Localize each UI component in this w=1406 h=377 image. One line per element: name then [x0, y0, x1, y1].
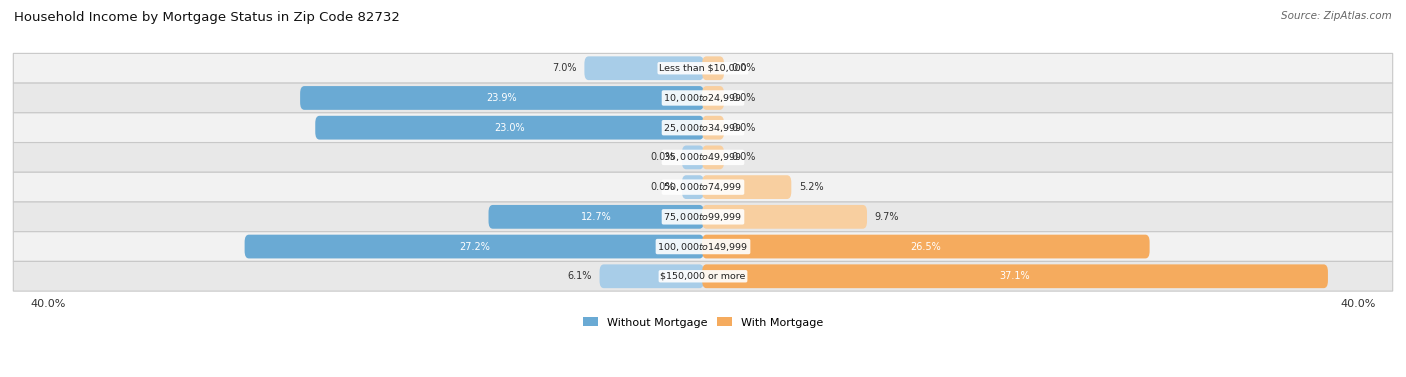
Text: 6.1%: 6.1%	[568, 271, 592, 281]
Text: 0.0%: 0.0%	[731, 93, 756, 103]
FancyBboxPatch shape	[245, 234, 704, 259]
Text: 23.0%: 23.0%	[495, 123, 524, 133]
Text: 23.9%: 23.9%	[486, 93, 517, 103]
FancyBboxPatch shape	[315, 116, 704, 139]
Text: 9.7%: 9.7%	[875, 212, 898, 222]
FancyBboxPatch shape	[488, 205, 704, 229]
Text: $35,000 to $49,999: $35,000 to $49,999	[664, 152, 742, 163]
FancyBboxPatch shape	[682, 146, 704, 169]
FancyBboxPatch shape	[702, 146, 724, 169]
FancyBboxPatch shape	[702, 205, 868, 229]
Text: 7.0%: 7.0%	[553, 63, 576, 73]
Text: 0.0%: 0.0%	[731, 63, 756, 73]
FancyBboxPatch shape	[13, 202, 1393, 232]
Text: $150,000 or more: $150,000 or more	[661, 272, 745, 281]
FancyBboxPatch shape	[13, 113, 1393, 143]
Text: 27.2%: 27.2%	[458, 242, 489, 251]
FancyBboxPatch shape	[702, 56, 724, 80]
Legend: Without Mortgage, With Mortgage: Without Mortgage, With Mortgage	[578, 313, 828, 332]
FancyBboxPatch shape	[13, 54, 1393, 83]
Text: $100,000 to $149,999: $100,000 to $149,999	[658, 241, 748, 253]
Text: $25,000 to $34,999: $25,000 to $34,999	[664, 122, 742, 134]
Text: 40.0%: 40.0%	[30, 299, 66, 308]
FancyBboxPatch shape	[702, 264, 1327, 288]
Text: 26.5%: 26.5%	[911, 242, 941, 251]
Text: Household Income by Mortgage Status in Zip Code 82732: Household Income by Mortgage Status in Z…	[14, 11, 399, 24]
FancyBboxPatch shape	[702, 234, 1150, 259]
FancyBboxPatch shape	[299, 86, 704, 110]
FancyBboxPatch shape	[702, 175, 792, 199]
FancyBboxPatch shape	[13, 172, 1393, 202]
FancyBboxPatch shape	[682, 175, 704, 199]
Text: 0.0%: 0.0%	[650, 152, 675, 162]
FancyBboxPatch shape	[599, 264, 704, 288]
FancyBboxPatch shape	[702, 116, 724, 139]
Text: 5.2%: 5.2%	[799, 182, 824, 192]
Text: 37.1%: 37.1%	[1000, 271, 1031, 281]
Text: 40.0%: 40.0%	[1340, 299, 1376, 308]
FancyBboxPatch shape	[13, 83, 1393, 113]
FancyBboxPatch shape	[13, 261, 1393, 291]
Text: $50,000 to $74,999: $50,000 to $74,999	[664, 181, 742, 193]
Text: 12.7%: 12.7%	[581, 212, 612, 222]
FancyBboxPatch shape	[585, 56, 704, 80]
Text: Less than $10,000: Less than $10,000	[659, 64, 747, 73]
Text: $10,000 to $24,999: $10,000 to $24,999	[664, 92, 742, 104]
FancyBboxPatch shape	[13, 143, 1393, 172]
FancyBboxPatch shape	[702, 86, 724, 110]
FancyBboxPatch shape	[13, 232, 1393, 261]
Text: 0.0%: 0.0%	[731, 152, 756, 162]
Text: 0.0%: 0.0%	[650, 182, 675, 192]
Text: 0.0%: 0.0%	[731, 123, 756, 133]
Text: Source: ZipAtlas.com: Source: ZipAtlas.com	[1281, 11, 1392, 21]
Text: $75,000 to $99,999: $75,000 to $99,999	[664, 211, 742, 223]
